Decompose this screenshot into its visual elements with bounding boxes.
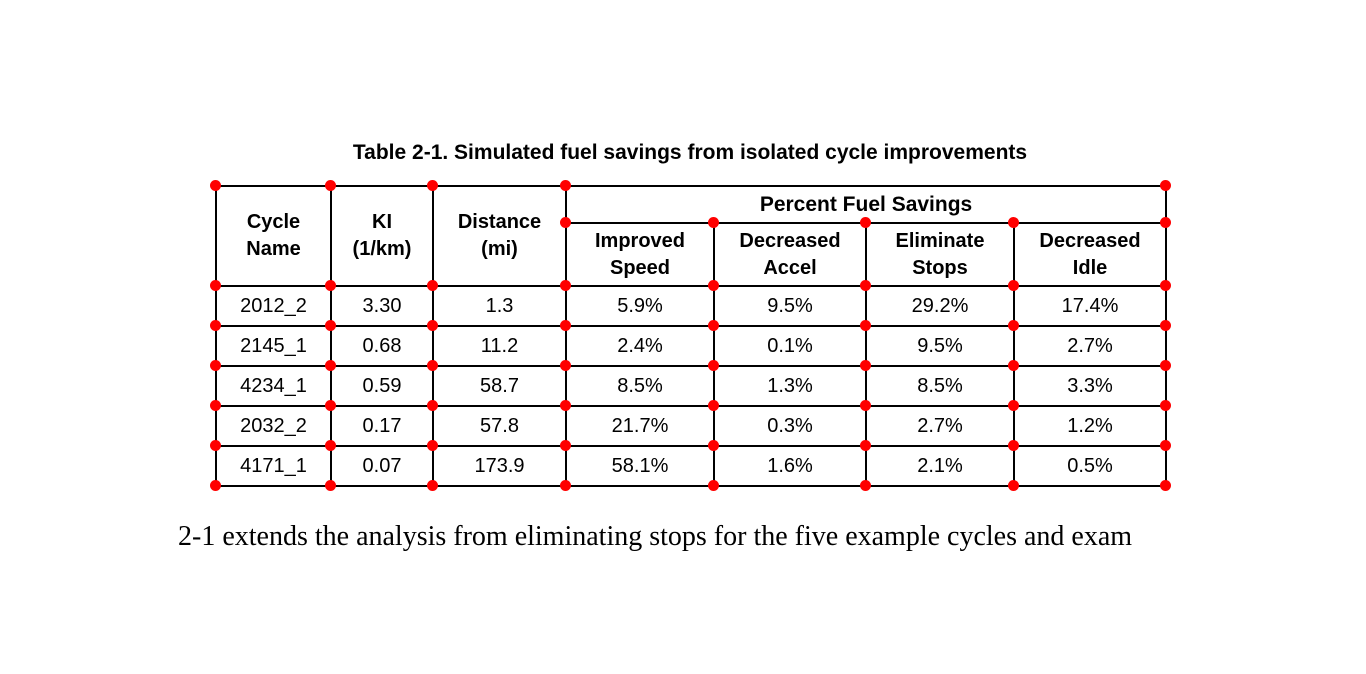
fuel-savings-table: Cycle Name KI (1/km) Distance (mi) Perce… (215, 185, 1168, 487)
table-cell: 0.3% (713, 405, 867, 447)
table-cell: 58.1% (565, 445, 715, 487)
table-cell: 5.9% (565, 285, 715, 327)
header-line: Stops (912, 256, 968, 279)
header-line: Idle (1072, 256, 1108, 279)
table-cell: 29.2% (865, 285, 1015, 327)
table-caption: Table 2-1. Simulated fuel savings from i… (352, 141, 1028, 164)
table-cell: 57.8 (432, 405, 567, 447)
table-row: 2145_1 0.68 11.2 2.4% 0.1% 9.5% 2.7% (215, 325, 1168, 367)
body-paragraph: 2-1 extends the analysis from eliminatin… (178, 521, 1133, 552)
table-cell: 8.5% (565, 365, 715, 407)
header-line: Improved (594, 229, 686, 252)
table-cell: 9.5% (713, 285, 867, 327)
table-cell: 4171_1 (215, 445, 332, 487)
table-cell: 173.9 (432, 445, 567, 487)
header-row-sub: Improved Speed Decreased Accel Eliminate… (216, 222, 1168, 287)
table-cell: 2032_2 (215, 405, 332, 447)
table-cell: 0.59 (330, 365, 434, 407)
table-row: 2032_2 0.17 57.8 21.7% 0.3% 2.7% 1.2% (215, 405, 1168, 447)
table-cell: 17.4% (1012, 285, 1168, 327)
table-cell: 1.3% (713, 365, 867, 407)
table-cell: 0.1% (713, 325, 867, 367)
table-cell: 3.30 (330, 285, 434, 327)
table-cell: 2.4% (565, 325, 715, 367)
table-cell: 2145_1 (215, 325, 332, 367)
table-row: 4234_1 0.59 58.7 8.5% 1.3% 8.5% 3.3% (215, 365, 1168, 407)
header-line: Speed (609, 256, 671, 279)
group-header-percent-fuel-savings: Percent Fuel Savings (564, 185, 1168, 224)
header-line: Distance (457, 211, 542, 233)
table-cell: 9.5% (865, 325, 1015, 367)
table-cell: 11.2 (432, 325, 567, 367)
table-cell: 58.7 (432, 365, 567, 407)
table-cell: 2.1% (865, 445, 1015, 487)
header-line: (1/km) (352, 238, 412, 260)
col-header-decreased-accel: Decreased Accel (713, 222, 867, 287)
table-cell: 2.7% (1012, 325, 1168, 367)
table-cell: 1.3 (432, 285, 567, 327)
header-line: Eliminate (895, 229, 985, 252)
header-line: KI (372, 211, 392, 233)
table-cell: 8.5% (865, 365, 1015, 407)
table-cell: 3.3% (1012, 365, 1168, 407)
table-row: 2012_2 3.30 1.3 5.9% 9.5% 29.2% 17.4% (215, 285, 1168, 327)
col-header-eliminate-stops: Eliminate Stops (865, 222, 1015, 287)
col-header-improved-speed: Improved Speed (565, 222, 715, 287)
header-row-group: Cycle Name KI (1/km) Distance (mi) Perce… (215, 185, 1168, 287)
table-cell: 0.07 (330, 445, 434, 487)
col-header-distance: Distance (mi) (432, 185, 567, 287)
table-cell: 2012_2 (215, 285, 332, 327)
table-cell: 0.5% (1012, 445, 1168, 487)
header-line: Name (246, 238, 301, 260)
col-header-cycle-name: Cycle Name (215, 185, 332, 287)
header-line: Decreased (739, 229, 841, 252)
table-cell: 21.7% (565, 405, 715, 447)
table-cell: 1.2% (1012, 405, 1168, 447)
table-cell: 2.7% (865, 405, 1015, 447)
clipped-character: e (162, 520, 171, 554)
table-cell: 4234_1 (215, 365, 332, 407)
table-row: 4171_1 0.07 173.9 58.1% 1.6% 2.1% 0.5% (215, 445, 1168, 487)
table-cell: 1.6% (713, 445, 867, 487)
col-header-ki: KI (1/km) (330, 185, 434, 287)
header-line: Decreased (1039, 229, 1141, 252)
col-header-decreased-idle: Decreased Idle (1012, 222, 1168, 287)
table-cell: 0.68 (330, 325, 434, 367)
header-line: Accel (763, 256, 817, 279)
header-line: Cycle (246, 211, 301, 233)
table-cell: 0.17 (330, 405, 434, 447)
header-line: (mi) (481, 238, 518, 260)
